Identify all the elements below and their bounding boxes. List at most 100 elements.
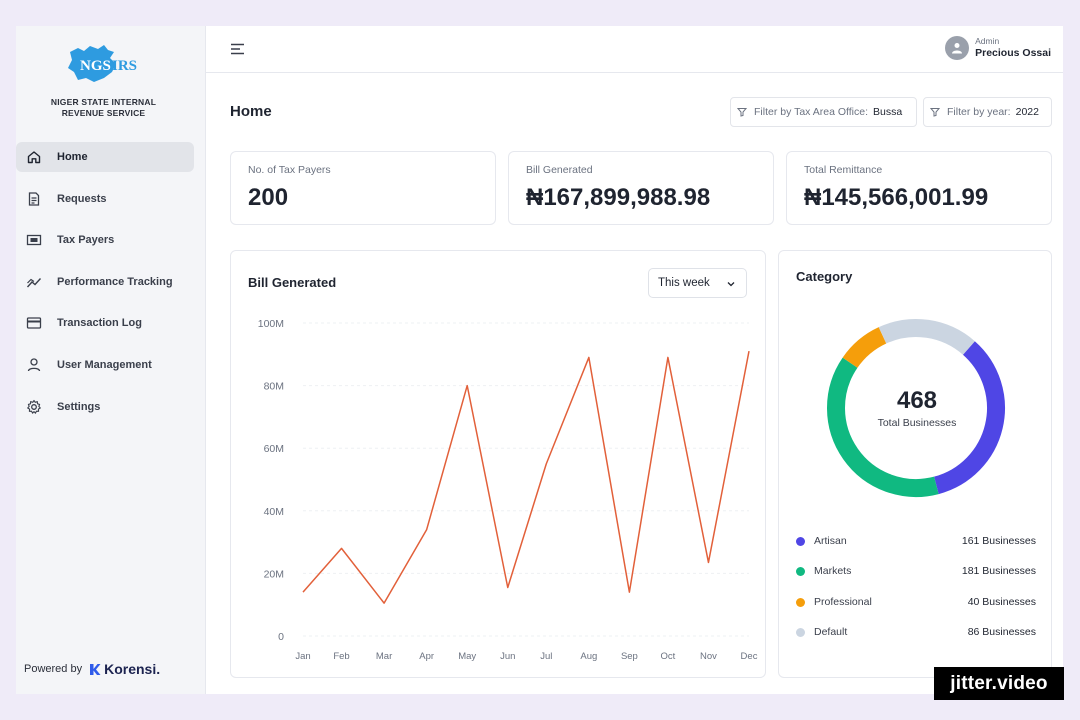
topbar: Admin Precious Ossai <box>206 26 1063 73</box>
data-point[interactable] <box>706 560 710 564</box>
y-tick-label: 0 <box>278 631 284 643</box>
sidebar-item-requests[interactable]: Requests <box>16 184 194 214</box>
org-name: NIGER STATE INTERNAL REVENUE SERVICE <box>16 97 191 119</box>
user-icon <box>26 357 42 373</box>
filter-icon <box>930 108 940 117</box>
stat-value: ₦167,899,988.98 <box>526 184 711 211</box>
data-point[interactable] <box>465 384 469 388</box>
filter-year[interactable]: Filter by year: 2022 <box>923 97 1052 127</box>
bill-generated-chart: 0 20M 40M 60M 80M 100M Jan Feb Mar Apr May Jun Jul Au… <box>258 318 758 662</box>
powered-by: Powered by Korensi. <box>24 661 160 677</box>
korensi-brand[interactable]: Korensi. <box>89 661 160 677</box>
category-title: Category <box>796 269 853 284</box>
data-point[interactable] <box>747 349 751 353</box>
legend-dot <box>796 566 805 576</box>
range-select[interactable]: This week <box>648 268 747 298</box>
filter-tax-office-value: Bussa <box>873 106 903 118</box>
filter-year-label: Filter by year: <box>947 106 1011 118</box>
legend-item-markets: Markets 181 Businesses <box>796 563 1036 579</box>
x-tick-label: Jul <box>540 651 552 662</box>
data-point[interactable] <box>666 355 670 359</box>
stat-card-total-remittance: Total Remittance ₦145,566,001.99 <box>786 151 1052 225</box>
stat-card-bill-generated: Bill Generated ₦167,899,988.98 <box>508 151 774 225</box>
data-point[interactable] <box>382 601 386 605</box>
y-tick-label: 20M <box>264 568 284 580</box>
filter-year-value: 2022 <box>1015 106 1039 118</box>
legend-name: Markets <box>814 565 852 577</box>
sidebar-item-settings[interactable]: Settings <box>16 392 194 422</box>
sidebar-item-label: Performance Tracking <box>57 276 173 288</box>
category-donut-chart <box>827 319 1005 497</box>
y-tick-label: 80M <box>264 381 284 393</box>
legend-item-artisan: Artisan 161 Businesses <box>796 533 1036 549</box>
donut-slice-markets[interactable] <box>827 357 939 497</box>
sidebar-item-label: Requests <box>57 193 107 205</box>
filter-icon <box>737 108 747 117</box>
x-tick-label: Jan <box>295 651 310 662</box>
legend-count: 40 Businesses <box>967 596 1036 608</box>
x-tick-label: Aug <box>580 651 597 662</box>
data-point[interactable] <box>506 585 510 589</box>
user-role: Admin <box>975 36 1000 46</box>
legend-name: Professional <box>814 596 872 608</box>
page-title: Home <box>230 103 272 120</box>
stat-value: ₦145,566,001.99 <box>804 184 989 211</box>
x-tick-label: Mar <box>376 651 392 662</box>
x-tick-label: Nov <box>700 651 717 662</box>
x-tick-label: May <box>458 651 476 662</box>
sidebar-item-transaction-log[interactable]: Transaction Log <box>16 308 194 338</box>
donut-slice-artisan[interactable] <box>933 341 1005 495</box>
legend-name: Default <box>814 626 848 638</box>
sidebar-item-performance-tracking[interactable]: Performance Tracking <box>16 267 194 297</box>
series-line-bill-generated[interactable] <box>302 351 750 604</box>
legend-count: 161 Businesses <box>961 535 1036 547</box>
sidebar-item-user-management[interactable]: User Management <box>16 350 194 380</box>
sidebar-item-label: Home <box>57 151 88 163</box>
user-profile[interactable]: Admin Precious Ossai <box>945 36 1051 60</box>
legend-item-professional: Professional 40 Businesses <box>796 594 1036 610</box>
avatar-person-icon <box>952 43 963 54</box>
user-name: Precious Ossai <box>975 47 1051 59</box>
data-point[interactable] <box>627 590 631 594</box>
data-point[interactable] <box>340 546 344 550</box>
stat-label: Bill Generated <box>526 164 593 176</box>
home-icon <box>26 149 42 165</box>
bill-generated-card: Bill Generated This week 0 20M 40M 60M 80M 10… <box>230 250 766 678</box>
x-tick-label: Oct <box>661 651 676 662</box>
stat-label: No. of Tax Payers <box>248 164 331 176</box>
data-point[interactable] <box>301 590 305 594</box>
legend-dot <box>796 627 805 637</box>
svg-text:NGS: NGS <box>80 58 111 74</box>
powered-by-label: Powered by <box>24 663 83 675</box>
data-point[interactable] <box>587 355 591 359</box>
stat-card-tax-payers: No. of Tax Payers 200 <box>230 151 496 225</box>
x-tick-label: Apr <box>419 651 434 662</box>
org-name-line2: REVENUE SERVICE <box>61 108 146 118</box>
bill-generated-title: Bill Generated <box>248 275 337 290</box>
sidebar-item-home[interactable]: Home <box>16 142 194 172</box>
app-window: NGS IRS NIGER STATE INTERNAL REVENUE SER… <box>16 26 1063 694</box>
x-tick-label: Dec <box>741 651 758 662</box>
data-point[interactable] <box>425 528 429 532</box>
org-name-line1: NIGER STATE INTERNAL <box>50 97 157 107</box>
legend-count: 86 Businesses <box>967 626 1036 638</box>
gear-icon <box>26 399 42 415</box>
data-point[interactable] <box>544 462 548 466</box>
legend-dot <box>796 597 805 607</box>
korensi-brand-text: Korensi. <box>104 661 161 677</box>
org-logo[interactable]: NGS IRS <box>64 42 144 88</box>
chevron-down-icon <box>727 282 735 287</box>
card-icon <box>26 315 42 331</box>
x-tick-label: Jun <box>500 651 515 662</box>
donut-slice-professional[interactable] <box>842 327 887 369</box>
donut-total: 468 <box>896 387 938 414</box>
menu-icon[interactable] <box>231 43 245 55</box>
x-tick-label: Sep <box>621 651 638 662</box>
donut-slice-default[interactable] <box>878 319 975 355</box>
sidebar-item-tax-payers[interactable]: Tax Payers <box>16 225 194 255</box>
category-card: Category 468 Total Businesses Artisan 16… <box>778 250 1052 678</box>
y-tick-label: 100M <box>258 318 284 330</box>
document-icon <box>26 191 42 207</box>
filter-tax-office[interactable]: Filter by Tax Area Office: Bussa <box>730 97 917 127</box>
stat-label: Total Remittance <box>804 164 883 176</box>
